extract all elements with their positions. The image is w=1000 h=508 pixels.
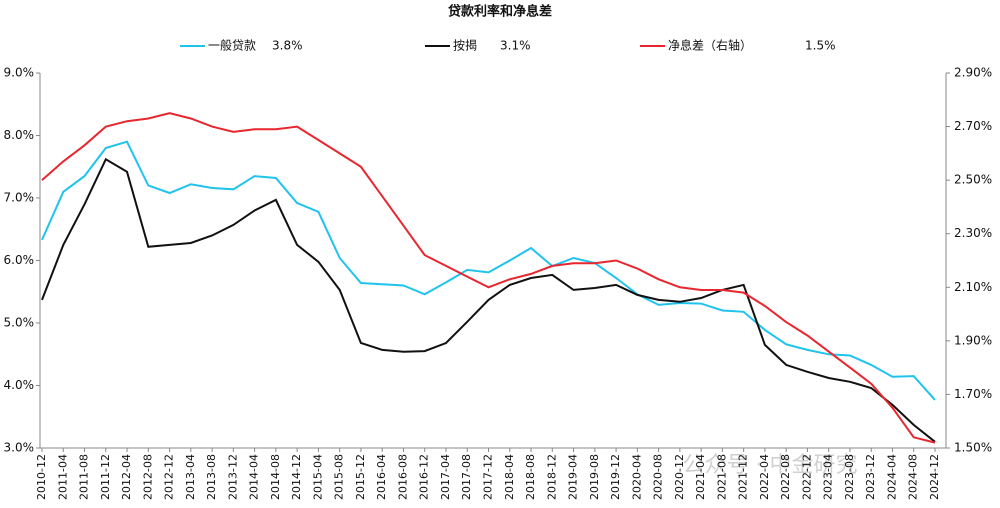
x-tick-label: 2013-12 (226, 454, 239, 500)
x-tick-label: 2022-08 (779, 454, 792, 500)
y-tick-label: 4.0% (4, 378, 35, 392)
y2-tick-label: 2.70% (954, 119, 992, 133)
x-tick-label: 2021-12 (737, 454, 750, 500)
x-tick-label: 2016-04 (375, 454, 388, 500)
y-tick-label: 3.0% (4, 441, 35, 455)
x-tick-label: 2024-04 (885, 454, 898, 500)
y2-tick-label: 2.10% (954, 280, 992, 294)
y2-tick-label: 2.90% (954, 66, 992, 80)
x-tick-label: 2021-04 (694, 454, 707, 500)
x-tick-label: 2011-08 (78, 454, 91, 500)
x-tick-label: 2015-12 (354, 454, 367, 500)
x-tick-label: 2016-12 (418, 454, 431, 500)
x-tick-label: 2012-12 (163, 454, 176, 500)
x-tick-label: 2017-12 (482, 454, 495, 500)
x-tick-label: 2010-12 (35, 454, 48, 500)
line-series (41, 157, 936, 443)
y2-tick-label: 1.50% (954, 441, 992, 455)
y-tick-label: 8.0% (4, 128, 35, 142)
x-tick-label: 2024-12 (928, 454, 941, 500)
x-tick-label: 2024-08 (907, 454, 920, 500)
y-tick-label: 9.0% (4, 66, 35, 80)
x-tick-label: 2012-08 (141, 454, 154, 500)
y-tick-label: 7.0% (4, 191, 35, 205)
x-tick-label: 2020-12 (673, 454, 686, 500)
x-tick-label: 2017-04 (439, 454, 452, 500)
y2-tick-label: 2.50% (954, 173, 992, 187)
legend-value: 3.8% (272, 39, 303, 53)
x-tick-label: 2015-08 (333, 454, 346, 500)
x-tick-label: 2023-04 (822, 454, 835, 500)
x-tick-label: 2023-12 (864, 454, 877, 500)
legend-value: 3.1% (500, 39, 531, 53)
x-tick-label: 2017-08 (460, 454, 473, 500)
x-tick-label: 2014-12 (290, 454, 303, 500)
x-tick-label: 2011-12 (99, 454, 112, 500)
x-tick-label: 2023-08 (843, 454, 856, 500)
legend-value: 1.5% (805, 39, 836, 53)
x-tick-label: 2015-04 (311, 454, 324, 500)
x-tick-label: 2022-12 (800, 454, 813, 500)
x-tick-label: 2011-04 (56, 454, 69, 500)
x-tick-label: 2019-12 (609, 454, 622, 500)
line-series (41, 112, 936, 444)
x-tick-label: 2020-08 (652, 454, 665, 500)
legend-label: 净息差（右轴） (668, 38, 752, 53)
line-series (41, 140, 936, 401)
x-tick-label: 2013-08 (205, 454, 218, 500)
y-tick-label: 6.0% (4, 253, 35, 267)
x-tick-label: 2022-04 (758, 454, 771, 500)
x-tick-label: 2013-04 (184, 454, 197, 500)
y2-tick-label: 2.30% (954, 226, 992, 240)
x-tick-label: 2021-08 (715, 454, 728, 500)
watermark: 公众号 · 中金研究 (683, 453, 858, 478)
y2-tick-label: 1.70% (954, 387, 992, 401)
x-tick-label: 2018-12 (545, 454, 558, 500)
chart-title: 贷款利率和净息差 (448, 4, 552, 20)
x-tick-label: 2012-04 (120, 454, 133, 500)
x-tick-label: 2014-08 (269, 454, 282, 500)
x-tick-label: 2019-08 (588, 454, 601, 500)
x-tick-label: 2018-04 (503, 454, 516, 500)
x-tick-label: 2014-04 (248, 454, 261, 500)
legend-label: 一般贷款 (208, 38, 256, 53)
y2-tick-label: 1.90% (954, 333, 992, 347)
y-tick-label: 5.0% (4, 316, 35, 330)
x-tick-label: 2018-08 (524, 454, 537, 500)
x-tick-label: 2019-04 (567, 454, 580, 500)
x-tick-label: 2016-08 (396, 454, 409, 500)
x-tick-label: 2020-04 (630, 454, 643, 500)
legend-label: 按揭 (453, 38, 477, 53)
